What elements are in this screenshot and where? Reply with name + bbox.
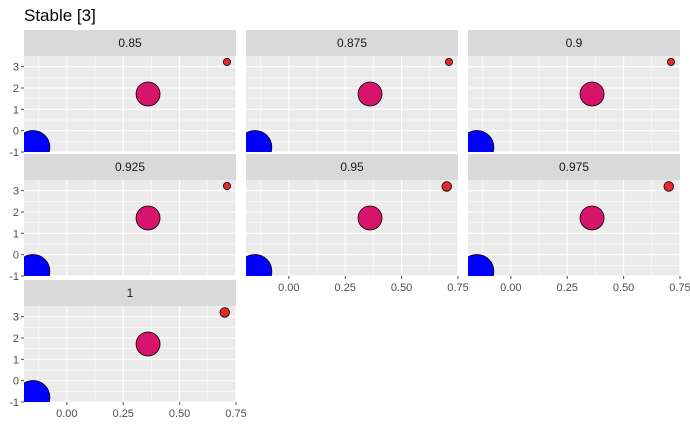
magenta-point xyxy=(357,205,383,231)
y-tick-label: 3 xyxy=(13,312,19,324)
y-tick-label: -1 xyxy=(9,397,19,409)
blue-point xyxy=(468,254,495,276)
magenta-point xyxy=(579,205,605,231)
blue-point xyxy=(468,130,495,152)
panel-background xyxy=(24,56,236,152)
points-layer xyxy=(246,57,453,152)
red-point xyxy=(219,307,230,318)
y-tick-label: 1 xyxy=(13,354,19,366)
points-layer xyxy=(468,181,674,276)
x-tick-label: 0.50 xyxy=(613,282,634,294)
facet-strip-label: 0.85 xyxy=(118,36,142,50)
facet-panel: 0.9 xyxy=(468,30,681,153)
facet-strip-label: 1 xyxy=(127,286,134,300)
panel-background xyxy=(24,306,236,402)
points-layer xyxy=(468,57,675,152)
red-point xyxy=(222,57,231,66)
facet-strip xyxy=(468,154,680,180)
chart-title: Stable [3] xyxy=(24,6,96,25)
blue-point xyxy=(24,130,51,152)
x-tick-label: 0.00 xyxy=(500,282,521,294)
y-tick-label: 3 xyxy=(13,62,19,74)
facet-strip xyxy=(24,30,236,56)
y-tick-label: 0 xyxy=(13,376,19,388)
points-layer xyxy=(246,181,452,276)
y-tick-label: -1 xyxy=(9,147,19,159)
x-tick-label: 0.50 xyxy=(391,282,412,294)
facet-strip xyxy=(246,154,458,180)
facet-strip-label: 0.95 xyxy=(340,160,364,174)
blue-point xyxy=(24,380,51,402)
red-point xyxy=(222,181,231,190)
panel-background xyxy=(468,180,680,276)
facet-strip xyxy=(468,30,680,56)
panel-background xyxy=(24,180,236,276)
red-point xyxy=(444,57,453,66)
y-tick-label: 2 xyxy=(13,83,19,95)
panel-background xyxy=(468,56,680,152)
y-tick-label: -1 xyxy=(9,271,19,283)
red-point xyxy=(663,181,674,192)
x-tick-label: 0.50 xyxy=(169,408,190,420)
y-tick-label: 2 xyxy=(13,333,19,345)
y-tick-label: 2 xyxy=(13,207,19,219)
facet-panel: 0.925 -1 0 1 2 3 xyxy=(9,154,237,283)
magenta-point xyxy=(135,331,161,357)
y-tick-label: 1 xyxy=(13,228,19,240)
facet-strip xyxy=(24,280,236,306)
x-tick-label: 0.25 xyxy=(557,282,578,294)
x-tick-label: 0.75 xyxy=(669,282,690,294)
magenta-point xyxy=(579,81,605,107)
x-tick-label: 0.00 xyxy=(278,282,299,294)
x-tick-label: 0.75 xyxy=(225,408,246,420)
facet-panel: 0.875 xyxy=(246,30,459,153)
x-tick-label: 0.75 xyxy=(447,282,468,294)
facet-strip-label: 0.875 xyxy=(337,36,367,50)
blue-point xyxy=(24,254,51,276)
y-tick-label: 1 xyxy=(13,104,19,116)
red-point xyxy=(666,57,675,66)
facet-panel: 0.975 0.00 0.25 0.50 0.75 xyxy=(468,154,690,294)
blue-point xyxy=(246,254,273,276)
panel-background xyxy=(246,56,458,152)
facet-panel: 0.95 0.00 0.25 0.50 0.75 xyxy=(246,154,469,294)
panel-background xyxy=(246,180,458,276)
x-tick-label: 0.25 xyxy=(113,408,134,420)
blue-point xyxy=(246,130,273,152)
y-tick-label: 0 xyxy=(13,250,19,262)
x-tick-label: 0.00 xyxy=(56,408,77,420)
y-tick-label: 0 xyxy=(13,126,19,138)
points-layer xyxy=(24,181,231,276)
magenta-point xyxy=(357,81,383,107)
facet-strip xyxy=(246,30,458,56)
magenta-point xyxy=(135,205,161,231)
facet-panel: 1 -1 0 1 2 3 0.00 0.25 0.50 0.75 xyxy=(9,280,247,420)
points-layer xyxy=(24,57,231,152)
points-layer xyxy=(24,307,230,402)
magenta-point xyxy=(135,81,161,107)
facet-strip-label: 0.925 xyxy=(115,160,145,174)
red-point xyxy=(441,181,452,192)
facet-strip-label: 0.975 xyxy=(559,160,589,174)
facet-strip xyxy=(24,154,236,180)
y-tick-label: 3 xyxy=(13,186,19,198)
facet-panel: 0.85 -1 0 1 2 3 xyxy=(9,30,237,159)
facet-strip-label: 0.9 xyxy=(566,36,583,50)
x-tick-label: 0.25 xyxy=(335,282,356,294)
